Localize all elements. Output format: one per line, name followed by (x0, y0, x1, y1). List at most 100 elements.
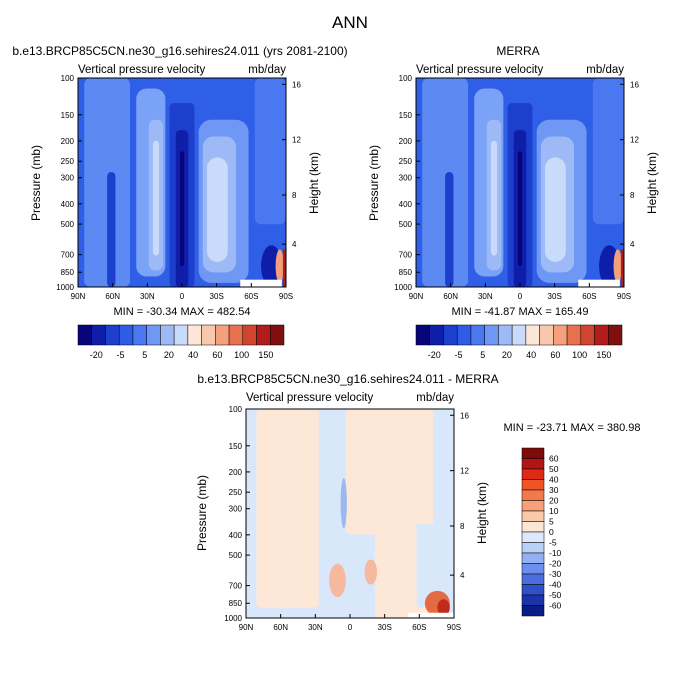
field-region (437, 599, 450, 616)
panel-obs-colorbar: -20 -5 5 20 40 60 100 150 (415, 324, 623, 360)
x-tick-label: 60S (412, 623, 426, 632)
colorbar-label: -20 (428, 350, 441, 360)
x-tick-label: 0 (180, 292, 185, 301)
colorbar-label: -20 (90, 350, 103, 360)
colorbar-swatch (521, 594, 545, 606)
panel-case-colorbar: -20 -5 5 20 40 60 100 150 (77, 324, 285, 360)
panel-obs-stats: MIN = -41.87 MAX = 165.49 (452, 306, 589, 318)
x-tick-label: 60N (105, 292, 120, 301)
colorbar-label: 150 (258, 350, 273, 360)
colorbar-label: -5 (116, 350, 124, 360)
colorbar-swatch (146, 324, 161, 346)
y-tick-label: 1000 (56, 283, 74, 292)
panel-diff-subtitle-right: mb/day (416, 392, 454, 404)
y-tick-label: 300 (229, 505, 243, 514)
colorbar-swatch (580, 324, 595, 346)
colorbar-label: 20 (502, 350, 512, 360)
colorbar-swatch (429, 324, 444, 346)
field-region (340, 477, 347, 529)
colorbar-swatch (256, 324, 271, 346)
colorbar-swatch (456, 324, 472, 346)
colorbar-swatch (521, 531, 545, 543)
panel-obs: MERRA Vertical pressure velocity mb/day … (367, 44, 659, 360)
colorbar-swatch (521, 552, 545, 564)
x-tick-label: 30S (210, 292, 224, 301)
colorbar-swatch (608, 324, 623, 346)
colorbar-swatch (105, 324, 120, 346)
field-region (578, 279, 620, 287)
colorbar-swatch (91, 324, 106, 346)
panel-obs-subtitle-right: mb/day (586, 64, 624, 76)
panel-diff-field (246, 409, 454, 618)
x-tick-label: 60S (244, 292, 258, 301)
colorbar-swatch (511, 324, 527, 346)
panel-diff-ylabel-right: Height (km) (475, 482, 489, 544)
field-region (275, 249, 284, 283)
panel-case-field (78, 78, 286, 287)
x-tick-label: 90N (409, 292, 424, 301)
colorbar-label: 5 (549, 517, 554, 527)
colorbar-swatch (521, 521, 545, 533)
panel-case-ticks: 90N 60N 30N 0 30S 60S 90S 100 150 200 250 300 400 500… (56, 74, 301, 301)
colorbar-label: -5 (454, 350, 462, 360)
colorbar-swatch (521, 500, 545, 512)
colorbar-swatch (173, 324, 189, 346)
colorbar-swatch (160, 324, 175, 346)
colorbar-label: 10 (549, 506, 559, 516)
y-tick-label: 400 (399, 200, 413, 209)
colorbar-label: -60 (549, 601, 562, 611)
x-tick-label: 90S (617, 292, 631, 301)
colorbar-label: 40 (526, 350, 536, 360)
colorbar-swatch (521, 479, 545, 491)
x-tick-label: 30N (140, 292, 155, 301)
height-tick-label: 12 (460, 467, 469, 476)
field-region (329, 563, 346, 598)
colorbar-swatch (521, 573, 545, 585)
panel-case-stats: MIN = -30.34 MAX = 482.54 (114, 306, 251, 318)
panel-case-subtitle-left: Vertical pressure velocity (78, 64, 205, 76)
colorbar-swatch (484, 324, 499, 346)
height-tick-label: 16 (292, 80, 301, 89)
panel-obs-ylabel: Pressure (mb) (367, 145, 381, 221)
colorbar-swatch (539, 324, 554, 346)
colorbar-label: -10 (549, 548, 562, 558)
colorbar-swatch (521, 510, 545, 522)
panel-case-ylabel: Pressure (mb) (29, 145, 43, 221)
colorbar-swatch (521, 542, 545, 554)
field-region (282, 249, 286, 287)
field-region (592, 78, 624, 225)
field-region (84, 78, 130, 287)
y-tick-label: 1000 (224, 614, 242, 623)
field-region (544, 157, 566, 262)
y-tick-label: 250 (229, 488, 243, 497)
x-tick-label: 30S (378, 623, 392, 632)
colorbar-label: 100 (234, 350, 249, 360)
panel-obs-field (416, 78, 624, 287)
x-tick-label: 90N (239, 623, 254, 632)
panel-diff-ylabel: Pressure (mb) (195, 475, 209, 551)
y-tick-label: 300 (399, 174, 413, 183)
colorbar-label: -40 (549, 580, 562, 590)
colorbar-swatch (242, 324, 257, 346)
colorbar-swatch (228, 324, 244, 346)
y-tick-label: 850 (61, 268, 75, 277)
y-tick-label: 100 (399, 74, 413, 83)
height-tick-label: 8 (630, 191, 635, 200)
colorbar-swatch (521, 447, 545, 459)
colorbar-label: 60 (550, 350, 560, 360)
y-tick-label: 1000 (394, 283, 412, 292)
x-tick-label: 90S (447, 623, 461, 632)
colorbar-swatch (270, 324, 285, 346)
colorbar-label: 100 (572, 350, 587, 360)
y-tick-label: 200 (229, 468, 243, 477)
colorbar-swatch (521, 563, 545, 575)
y-tick-label: 100 (229, 405, 243, 414)
panel-diff: b.e13.BRCP85C5CN.ne30_g16.sehires24.011 … (195, 372, 640, 632)
field-region (152, 140, 160, 256)
x-tick-label: 60N (273, 623, 288, 632)
field-region (490, 140, 498, 256)
height-tick-label: 16 (460, 411, 469, 420)
y-tick-label: 150 (229, 442, 243, 451)
height-tick-label: 16 (630, 80, 639, 89)
